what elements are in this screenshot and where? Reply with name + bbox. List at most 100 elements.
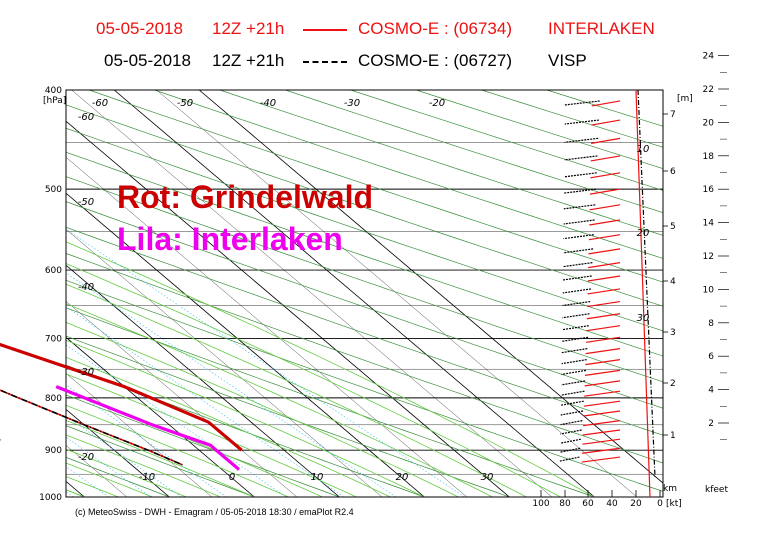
annotation-interlaken: Lila: Interlaken <box>117 221 343 257</box>
wind-barb-visp <box>562 300 591 307</box>
dry-adiabat-line <box>89 90 663 283</box>
wind-barb-visp <box>564 119 599 125</box>
moist-adiabat-line <box>66 283 527 497</box>
kfeet-tick-label: 10 <box>703 285 715 295</box>
isotherm-label-left: -60 <box>78 112 94 123</box>
wind-barb-interlaken <box>590 137 621 144</box>
wind-barb-interlaken <box>582 429 621 436</box>
wind-barb-visp <box>563 219 595 225</box>
kfeet-tick-label: 24 <box>703 52 715 62</box>
wind-barb-visp <box>564 155 598 161</box>
wind-barb-interlaken <box>587 300 621 308</box>
wind-barb-visp <box>563 188 597 194</box>
wind-barb-interlaken <box>586 325 621 332</box>
wind-barb-visp <box>560 410 584 416</box>
dry-adiabat-line <box>285 90 663 214</box>
isotherm-label-top: -20 <box>429 98 445 109</box>
wind-barb-visp <box>561 359 587 365</box>
legend-dashed-line-icon <box>303 61 347 63</box>
moist-adiabat-line <box>66 373 357 497</box>
wind-barb-visp <box>561 380 586 386</box>
temperature-tick-label: 20 <box>396 472 409 483</box>
wind-barb-visp <box>560 400 584 406</box>
pressure-tick-label: 500 <box>45 185 62 195</box>
isotherm-label-top: -50 <box>177 98 193 109</box>
isotherm-line <box>113 90 595 497</box>
height-m-tick-label: 4 <box>670 277 676 287</box>
wind-scale-label: 60 <box>582 499 594 509</box>
wind-barb-interlaken <box>585 359 621 366</box>
profile-interlaken <box>55 385 241 471</box>
wind-barb-interlaken <box>590 155 621 162</box>
wind-barb-interlaken <box>590 172 621 179</box>
moist-adiabat-line <box>66 462 153 497</box>
wind-barb-interlaken <box>587 275 621 282</box>
wind-scale-label: 20 <box>630 499 642 509</box>
height-m-unit-label: [m] <box>677 94 693 104</box>
moist-adiabat-line <box>66 434 221 497</box>
profile-grindelwald <box>0 342 243 452</box>
wind-barb-interlaken <box>588 262 621 269</box>
mixing-ratio-label: 10 <box>637 144 650 155</box>
wind-barb-visp <box>564 172 597 178</box>
dry-adiabat-line <box>66 201 663 409</box>
dry-adiabat-line <box>350 90 663 191</box>
credit-text: (c) MeteoSwiss - DWH - Emagram / 05-05-2… <box>75 507 354 517</box>
wind-barb-visp <box>561 369 587 375</box>
mixing-ratio-label: 30 <box>637 313 650 324</box>
wind-barb-interlaken <box>584 380 621 387</box>
wind-barb-visp <box>563 204 596 210</box>
wind-barb-interlaken <box>583 420 621 427</box>
dry-adiabat-line <box>219 90 663 236</box>
moist-adiabat-line <box>66 241 595 497</box>
kfeet-tick-label: 22 <box>703 85 714 95</box>
wind-barb-interlaken <box>584 369 621 376</box>
moist-adiabat-line <box>66 448 187 497</box>
series-visp-temperature <box>0 389 183 466</box>
wind-barb-interlaken <box>583 410 621 417</box>
wind-barb-interlaken <box>584 390 621 397</box>
temperature-tick-label: 0 <box>229 472 235 483</box>
isotherm-label-left: -40 <box>78 282 94 293</box>
wind-barb-visp <box>562 288 592 294</box>
mixing-ratio-line <box>66 491 74 497</box>
isotherm-line <box>66 264 340 497</box>
isotherm-line <box>198 90 663 484</box>
mixing-ratio-line <box>66 228 465 497</box>
kfeet-tick-label: 6 <box>708 352 714 362</box>
legend-run: 12Z +21h <box>212 19 285 38</box>
moist-adiabat-line <box>66 419 255 497</box>
isotherm-line <box>66 336 255 497</box>
moist-adiabat-line <box>66 303 493 497</box>
mixing-ratio-label: 20 <box>637 228 650 239</box>
height-m-tick-label: 5 <box>670 222 676 232</box>
kfeet-tick-label: 8 <box>708 319 714 329</box>
isotherm-label-top: -60 <box>92 98 108 109</box>
wind-barb-visp <box>562 325 589 331</box>
moist-adiabat-line <box>66 321 459 497</box>
height-m-tick-label: 2 <box>670 379 676 389</box>
wind-barb-interlaken <box>581 456 621 463</box>
height-m-tick-label: 6 <box>670 167 676 177</box>
pressure-tick-label: 600 <box>45 266 62 276</box>
wind-barbs <box>559 100 621 463</box>
mixing-ratio-line <box>66 436 151 497</box>
dry-adiabat-line <box>66 335 510 497</box>
dry-adiabat-line <box>66 364 425 497</box>
wind-scale-label: 40 <box>606 499 618 509</box>
kfeet-tick-label: 12 <box>703 252 714 262</box>
mixing-ratio-line <box>66 415 182 497</box>
wind-barb-interlaken <box>589 188 621 195</box>
dry-adiabat-line <box>66 151 663 357</box>
moist-adiabat-line <box>66 489 85 497</box>
annotation-grindelwald: Rot: Grindelwald <box>117 179 373 215</box>
isotherm-label-top: -30 <box>344 98 360 109</box>
plot-frame <box>65 89 664 498</box>
wind-scale-label: 80 <box>559 499 571 509</box>
legend-model: COSMO-E : (06734) <box>358 19 512 38</box>
isotherm-line <box>156 90 638 497</box>
temperature-tick-label: -10 <box>139 472 155 483</box>
dry-adiabat-line <box>66 127 663 332</box>
temperature-tick-label: 10 <box>311 472 324 483</box>
pressure-tick-label: 400 <box>45 86 62 96</box>
